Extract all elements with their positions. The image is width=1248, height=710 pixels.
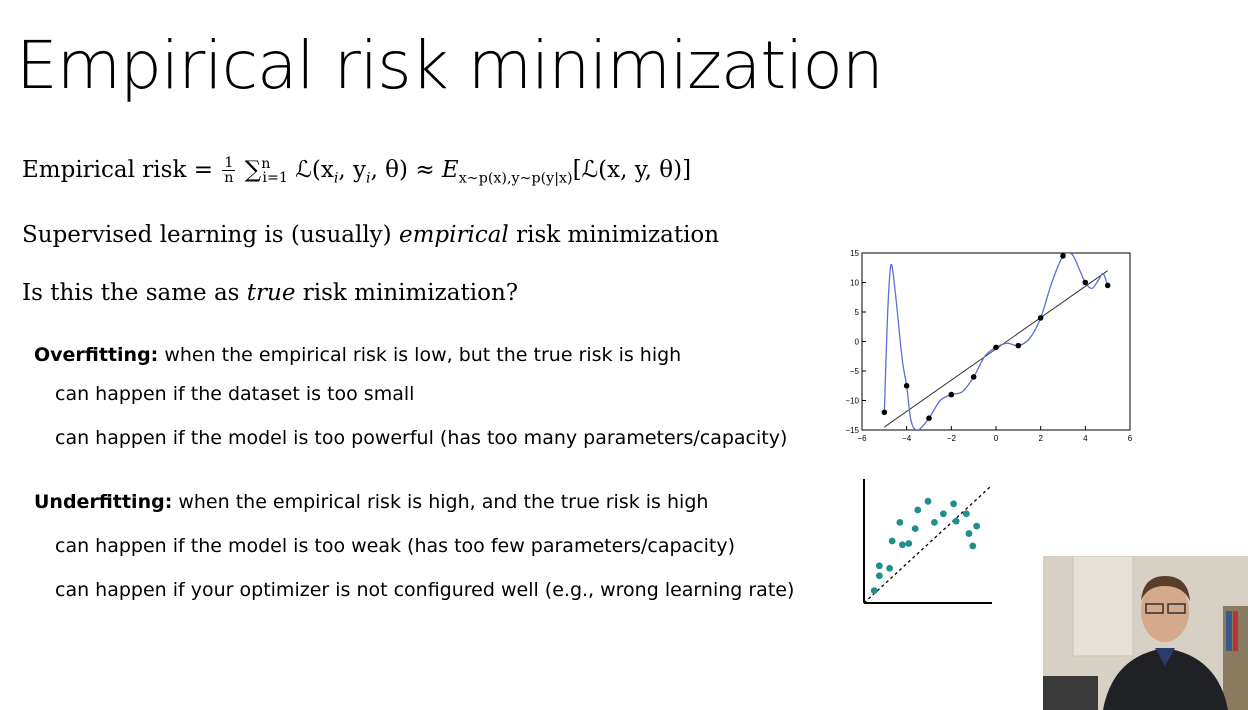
sketch-point [963, 510, 970, 518]
x-tick-label: 4 [1083, 434, 1088, 443]
y-tick-label: −10 [845, 397, 859, 406]
sketch-point [870, 587, 878, 594]
slide-title: Empirical risk minimization [16, 27, 884, 104]
underfitting-item: can happen if the model is too weak (has… [55, 535, 736, 557]
underfitting-item: can happen if your optimizer is not conf… [55, 579, 795, 601]
underfitting-sketch [858, 475, 998, 610]
data-point [926, 415, 932, 421]
data-point [1015, 342, 1022, 349]
sketch-point [973, 522, 981, 530]
overfitting-heading: Overfitting: when the empirical risk is … [34, 344, 682, 366]
sketch-fit-line [863, 484, 993, 604]
x-tick-label: −4 [902, 434, 912, 443]
sketch-point [952, 517, 960, 525]
data-point [1104, 282, 1111, 289]
true-risk-question: Is this the same as true risk minimizati… [22, 280, 519, 306]
sketch-point [886, 564, 893, 572]
equation-fraction: 1 n [222, 155, 236, 187]
sum-symbol: ∑ [244, 156, 262, 183]
sketch-point [924, 497, 932, 505]
x-tick-label: 0 [994, 434, 999, 443]
y-tick-label: 0 [855, 338, 860, 347]
sketch-point [888, 537, 896, 545]
empirical-risk-equation: Empirical risk = 1 n ∑ni=1 ℒ(xi, yi, θ) … [22, 155, 692, 187]
presenter-image [1043, 556, 1248, 710]
y-tick-label: −15 [845, 426, 859, 435]
data-point [1037, 315, 1044, 321]
data-point [970, 374, 977, 380]
data-point [948, 391, 955, 398]
x-tick-label: 6 [1128, 434, 1133, 443]
sketch-point [931, 519, 938, 526]
x-tick-label: 2 [1038, 434, 1043, 443]
y-tick-label: 5 [855, 308, 860, 317]
presenter-webcam [1043, 556, 1248, 710]
sketch-point [965, 530, 973, 537]
equation-lhs: Empirical risk [22, 156, 187, 183]
sketch-point [875, 562, 883, 570]
sketch-point [969, 542, 977, 550]
y-tick-label: 10 [850, 279, 859, 288]
sketch-point [950, 500, 957, 508]
overfitting-plot-svg: −6 −4 −2 0 2 4 6 −15 −10 −5 0 5 10 15 [845, 249, 1133, 443]
overfitting-item: can happen if the model is too powerful … [55, 427, 788, 449]
underfitting-sketch-svg [863, 479, 993, 604]
y-tick-label: 15 [850, 249, 859, 258]
y-tick-label: −5 [850, 367, 860, 376]
data-point [993, 344, 999, 351]
supervised-learning-line: Supervised learning is (usually) empiric… [22, 222, 720, 248]
data-point [1060, 253, 1066, 259]
polynomial-fit-curve [883, 253, 1109, 430]
overfitting-item: can happen if the dataset is too small [55, 383, 415, 405]
data-point [1082, 279, 1089, 286]
sketch-point [911, 525, 919, 532]
data-point [881, 409, 888, 416]
plot-frame [861, 252, 1131, 431]
data-point [903, 382, 910, 389]
sketch-point [914, 506, 922, 514]
sketch-point [905, 540, 913, 547]
x-tick-label: −6 [857, 434, 867, 443]
sketch-point [899, 541, 906, 549]
sketch-point [896, 519, 904, 526]
underfitting-heading: Underfitting: when the empirical risk is… [34, 491, 709, 513]
sketch-point [875, 572, 883, 580]
x-tick-label: −2 [947, 434, 957, 443]
sketch-point [939, 510, 947, 518]
overfitting-plot: −6 −4 −2 0 2 4 6 −15 −10 −5 0 5 10 15 [840, 245, 1140, 450]
